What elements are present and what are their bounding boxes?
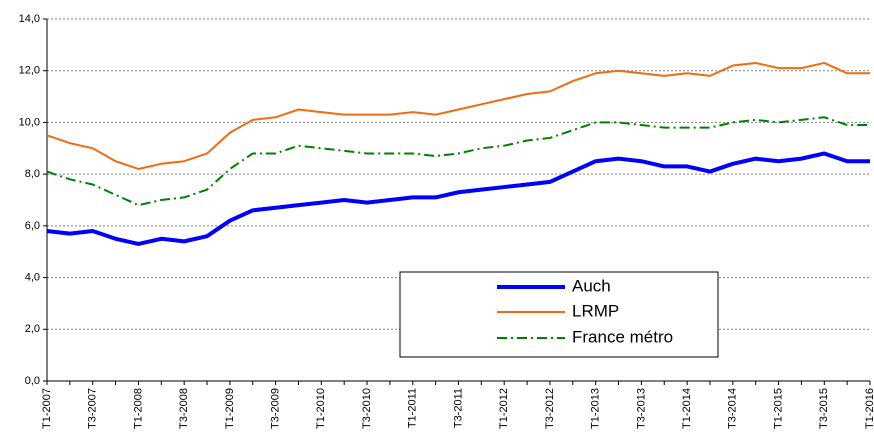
y-tick-label: 12,0	[19, 65, 40, 77]
x-tick-label: T1-2016	[864, 388, 874, 429]
x-tick-label: T3-2010	[361, 388, 373, 429]
x-tick-label: T1-2011	[407, 388, 419, 428]
series-line	[46, 61, 870, 170]
x-tick-label: T3-2007	[87, 388, 99, 429]
series-line	[46, 151, 870, 246]
x-tick-label: T1-2013	[590, 388, 602, 429]
y-tick-label: 4,0	[25, 271, 40, 283]
series-line	[46, 116, 870, 207]
y-tick-label: 10,0	[19, 116, 40, 128]
x-tick-label: T3-2012	[544, 388, 556, 429]
legend-label: Auch	[572, 276, 611, 295]
x-tick-label: T3-2009	[270, 388, 282, 429]
x-tick-label: T1-2007	[41, 388, 53, 429]
y-tick-label: 6,0	[25, 220, 40, 232]
x-tick-label: T1-2009	[224, 388, 236, 429]
x-tick-label: T3-2011	[452, 388, 464, 428]
x-tick-label: T1-2014	[681, 388, 693, 429]
y-tick-label: 8,0	[25, 168, 40, 180]
y-tick-label: 14,0	[19, 13, 40, 25]
legend-label: France métro	[572, 327, 673, 346]
x-tick-label: T1-2008	[132, 388, 144, 429]
x-tick-label: T3-2013	[635, 388, 647, 429]
x-tick-label: T1-2015	[772, 388, 784, 429]
x-tick-label: T3-2015	[818, 388, 830, 429]
x-tick-label: T1-2010	[315, 388, 327, 429]
x-tick-label: T1-2012	[498, 388, 510, 429]
x-tick-label: T3-2014	[727, 388, 739, 429]
legend-label: LRMP	[572, 301, 619, 320]
y-tick-label: 0,0	[25, 375, 40, 387]
legend: Auch LRMP France métro	[399, 271, 719, 358]
x-tick-label: T3-2008	[178, 388, 190, 429]
y-tick-label: 2,0	[25, 323, 40, 335]
